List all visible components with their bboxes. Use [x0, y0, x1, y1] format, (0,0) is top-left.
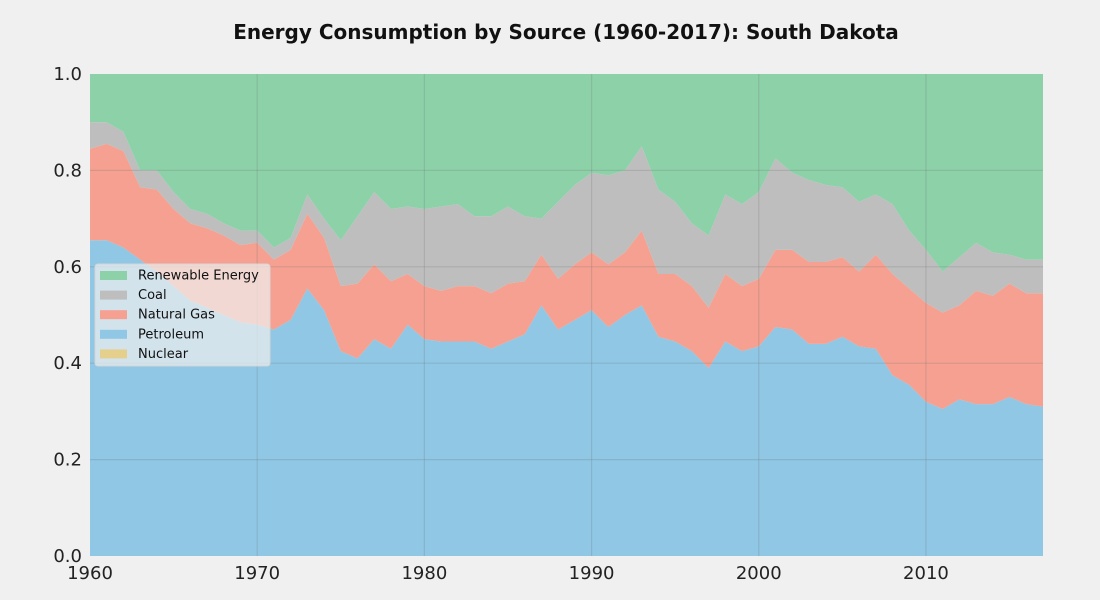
- legend-box: [94, 263, 271, 367]
- legend-label-coal: Coal: [138, 288, 167, 303]
- x-tick-label: 2010: [903, 563, 949, 584]
- x-axis-ticks: 1960 1970 1980 1990 2000 2010: [67, 563, 949, 584]
- y-tick-label: 1.0: [53, 64, 82, 85]
- legend: Renewable Energy Coal Natural Gas Petroleum…: [94, 263, 271, 367]
- legend-swatch-renewable-energy: [100, 271, 127, 280]
- x-tick-label: 1970: [234, 563, 280, 584]
- y-tick-label: 0.4: [53, 353, 82, 374]
- x-tick-label: 1980: [401, 563, 447, 584]
- x-tick-label: 1990: [569, 563, 615, 584]
- y-tick-label: 0.0: [53, 546, 82, 567]
- y-tick-label: 0.2: [53, 450, 82, 471]
- legend-label-natural-gas: Natural Gas: [138, 308, 215, 323]
- y-tick-label: 0.6: [53, 257, 82, 278]
- stacked-areas: [90, 74, 1043, 557]
- y-axis-ticks: 0.0 0.2 0.4 0.6 0.8 1.0: [53, 64, 82, 567]
- x-tick-label: 1960: [67, 563, 113, 584]
- area-petroleum: [90, 240, 1043, 557]
- legend-label-nuclear: Nuclear: [138, 347, 189, 362]
- area-coal: [90, 122, 1043, 313]
- legend-swatch-natural-gas: [100, 310, 127, 320]
- chart-title: Energy Consumption by Source (1960-2017)…: [233, 20, 899, 44]
- area-renewable-energy: [90, 74, 1043, 272]
- legend-swatch-nuclear: [100, 349, 127, 359]
- area-natural-gas: [90, 143, 1043, 409]
- y-tick-label: 0.8: [53, 160, 82, 181]
- x-tick-label: 2000: [736, 563, 782, 584]
- legend-swatch-petroleum: [100, 329, 127, 339]
- legend-swatch-coal: [100, 290, 127, 300]
- legend-label-renewable-energy: Renewable Energy: [138, 269, 259, 284]
- legend-label-petroleum: Petroleum: [138, 327, 204, 342]
